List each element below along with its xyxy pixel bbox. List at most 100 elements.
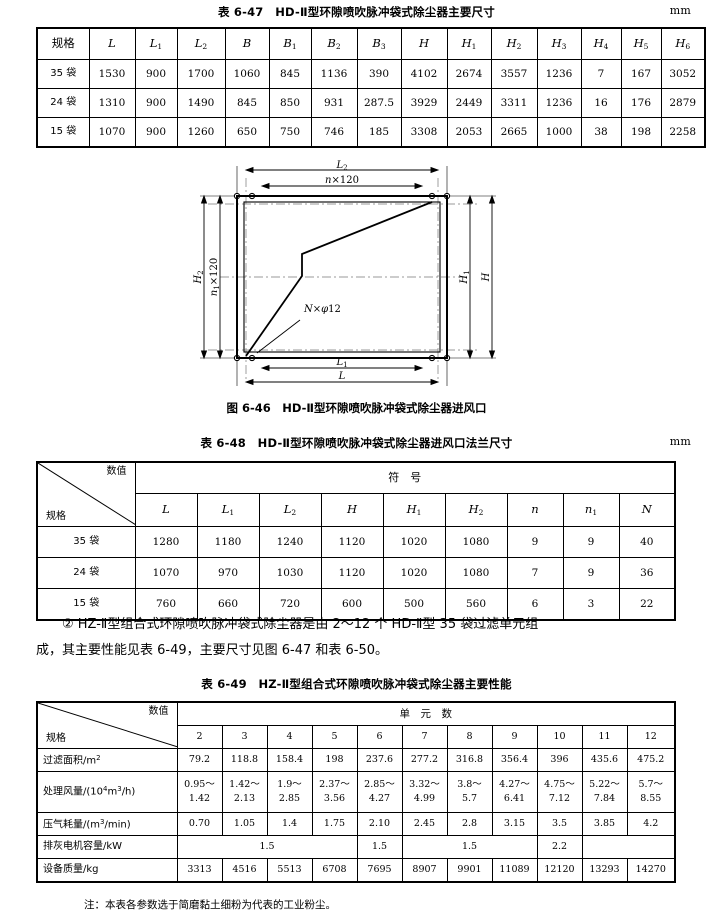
table-cell: 2.8 <box>446 812 493 836</box>
table-647-header-cell: L2 <box>176 27 226 60</box>
table-row: 处理风量/(104m3/h) 0.95～ 1.42 1.42～ 2.13 1.9～ 2.85… <box>36 771 676 813</box>
table-649-container: 数值 规格 单 元 数 2 3 4 5 6 7 8 9 10 11 12 过滤面积/m2 79.2 11… <box>36 701 677 883</box>
table-648-title: 表 6-48 HD-Ⅱ型环隙喷吹脉冲袋式除尘器进风口法兰尺寸 <box>200 436 513 450</box>
table-647-body: 规格 L L1 L2 B B1 B2 B3 H H1 H2 H3 H4 H5 H6 35 袋 1530 900 17… <box>36 27 706 148</box>
inlet-flange-drawing: L2 n×120 L1 L H2 n1×120 H1 H N×φ12 <box>193 160 496 386</box>
row-property-label: 压气耗量/(m3/min) <box>36 812 178 836</box>
table-cell-merged: 1.5 <box>176 835 358 859</box>
table-cell: 931 <box>310 88 358 118</box>
table-cell: 845 <box>224 88 270 118</box>
corner-diagonal <box>38 463 136 525</box>
table-row: 过滤面积/m2 79.2 118.8 158.4 198 237.6 277.2 316.8 3… <box>36 748 676 772</box>
table-648-corner-cell: 数值 规格 <box>36 461 136 527</box>
dim-H2 <box>200 194 208 360</box>
dim-H <box>488 194 496 360</box>
table-cell: 1.05 <box>221 812 268 836</box>
table-648-container: 数值 规格 符 号 L L1 L2 H H1 H2 n n1 N 35 袋 1280 1180 124… <box>36 461 677 621</box>
table-row: 排灰电机容量/kW 1.5 1.5 1.5 2.2 <box>36 835 676 859</box>
table-649-header-row-1: 数值 规格 单 元 数 <box>36 701 676 749</box>
table-cell: 5.22～ 7.84 <box>581 771 628 813</box>
table-cell: 3929 <box>400 88 448 118</box>
table-648-title-row: 表 6-48 HD-Ⅱ型环隙喷吹脉冲袋式除尘器进风口法兰尺寸 mm <box>0 435 713 451</box>
table-cell: 2665 <box>490 117 538 148</box>
table-647-header-cell: H <box>400 27 448 60</box>
dim-n1-120 <box>216 194 224 360</box>
table-cell: 1070 <box>134 557 198 589</box>
dim-L <box>244 378 440 386</box>
table-cell: 2674 <box>446 59 492 89</box>
table-cell: 9901 <box>446 858 493 883</box>
table-cell: 660 <box>196 588 260 621</box>
table-648-symbol-cell: L1 <box>196 493 260 527</box>
table-cell: 2.45 <box>401 812 448 836</box>
table-cell: 500 <box>382 588 446 621</box>
table-cell: 2449 <box>446 88 492 118</box>
table-647-header-cell: H5 <box>620 27 662 60</box>
table-cell: 6 <box>506 588 564 621</box>
unit-count-header: 9 <box>491 725 538 749</box>
label-H: H <box>481 272 492 282</box>
table-cell: 1020 <box>382 557 446 589</box>
table-row: 设备质量/kg 3313 4516 5513 6708 7695 8907 9901 11089… <box>36 858 676 883</box>
table-649-title-row: 表 6-49 HZ-Ⅱ型组合式环隙喷吹脉冲袋式除尘器主要性能 <box>0 676 713 692</box>
unit-count-header: 2 <box>176 725 223 749</box>
table-cell: 3.32～ 4.99 <box>401 771 448 813</box>
table-cell: 176 <box>620 88 662 118</box>
table-cell: 4516 <box>221 858 268 883</box>
table-648-symbol-cell: n <box>506 493 564 527</box>
table-648-symbol-cell: n1 <box>562 493 620 527</box>
table-cell: 900 <box>134 117 178 148</box>
table-cell: 6708 <box>311 858 358 883</box>
unit-count-header: 6 <box>356 725 403 749</box>
table-649: 数值 规格 单 元 数 2 3 4 5 6 7 8 9 10 11 12 过滤面积/m2 79.2 11… <box>36 701 677 883</box>
table-cell: 167 <box>620 59 662 89</box>
table-647-header-cell: H2 <box>490 27 538 60</box>
table-cell: 118.8 <box>221 748 268 772</box>
table-row: 压气耗量/(m3/min) 0.70 1.05 1.4 1.75 2.10 2.45 2.8 3… <box>36 812 676 836</box>
table-cell: 1236 <box>536 59 582 89</box>
table-cell-merged: 1.5 <box>356 835 403 859</box>
table-648-symbol-cell: H2 <box>444 493 508 527</box>
table-647-header-row: 规格 L L1 L2 B B1 B2 B3 H H1 H2 H3 H4 H5 H6 <box>36 27 706 60</box>
table-648-symbol-cell: H <box>320 493 384 527</box>
table-cell: 158.4 <box>266 748 313 772</box>
table-cell: 198 <box>620 117 662 148</box>
table-cell: 1310 <box>88 88 136 118</box>
label-n1-120: n1×120 <box>209 258 221 296</box>
table-cell: 3311 <box>490 88 538 118</box>
table-cell: 1080 <box>444 526 508 558</box>
table-cell: 4.75～ 7.12 <box>536 771 583 813</box>
corner-spec-label: 规格 <box>46 732 66 744</box>
row-spec-label: 35 袋 <box>36 526 136 558</box>
dim-L1 <box>260 364 424 372</box>
table-cell: 1000 <box>536 117 582 148</box>
table-cell: 1.4 <box>266 812 313 836</box>
unit-count-header: 11 <box>581 725 628 749</box>
row-property-label: 过滤面积/m2 <box>36 748 178 772</box>
row-spec-label: 35 袋 <box>36 59 90 89</box>
dim-L2 <box>244 166 440 174</box>
table-648-group-header: 符 号 <box>134 461 676 494</box>
row-spec-label: 15 袋 <box>36 117 90 148</box>
table-648-body: 35 袋 1280 1180 1240 1120 1020 1080 9 9 40 24 袋 1070… <box>36 526 676 621</box>
dim-n120 <box>260 182 424 190</box>
table-647-unit: mm <box>669 4 691 17</box>
table-647-header-cell: H1 <box>446 27 492 60</box>
hole-leader-line <box>256 319 301 354</box>
table-cell: 900 <box>134 88 178 118</box>
table-row: 35 袋 1280 1180 1240 1120 1020 1080 9 9 40 <box>36 526 676 558</box>
table-cell: 2.37～ 3.56 <box>311 771 358 813</box>
table-647-header-cell: B1 <box>268 27 312 60</box>
table-cell: 9 <box>562 557 620 589</box>
label-H1: H1 <box>459 270 471 284</box>
table-649-title: 表 6-49 HZ-Ⅱ型组合式环隙喷吹脉冲袋式除尘器主要性能 <box>201 677 512 691</box>
table-648-header-row-2: L L1 L2 H H1 H2 n n1 N <box>37 493 676 527</box>
corner-value-label: 数值 <box>148 706 169 717</box>
table-649-header-row-2: 2 3 4 5 6 7 8 9 10 11 12 <box>37 725 676 749</box>
table-647-header-cell: B3 <box>356 27 402 60</box>
label-N-phi-12: N×φ12 <box>303 304 341 315</box>
table-cell: 746 <box>310 117 358 148</box>
table-cell: 4102 <box>400 59 448 89</box>
table-row: 35 袋 1530 900 1700 1060 845 1136 390 4102 2674 355… <box>36 59 706 89</box>
paragraph-line-1: ② HZ-Ⅱ型组合式环隙喷吹脉冲袋式除尘器是由 2～12 个 HD-Ⅱ型 35 … <box>62 617 539 632</box>
